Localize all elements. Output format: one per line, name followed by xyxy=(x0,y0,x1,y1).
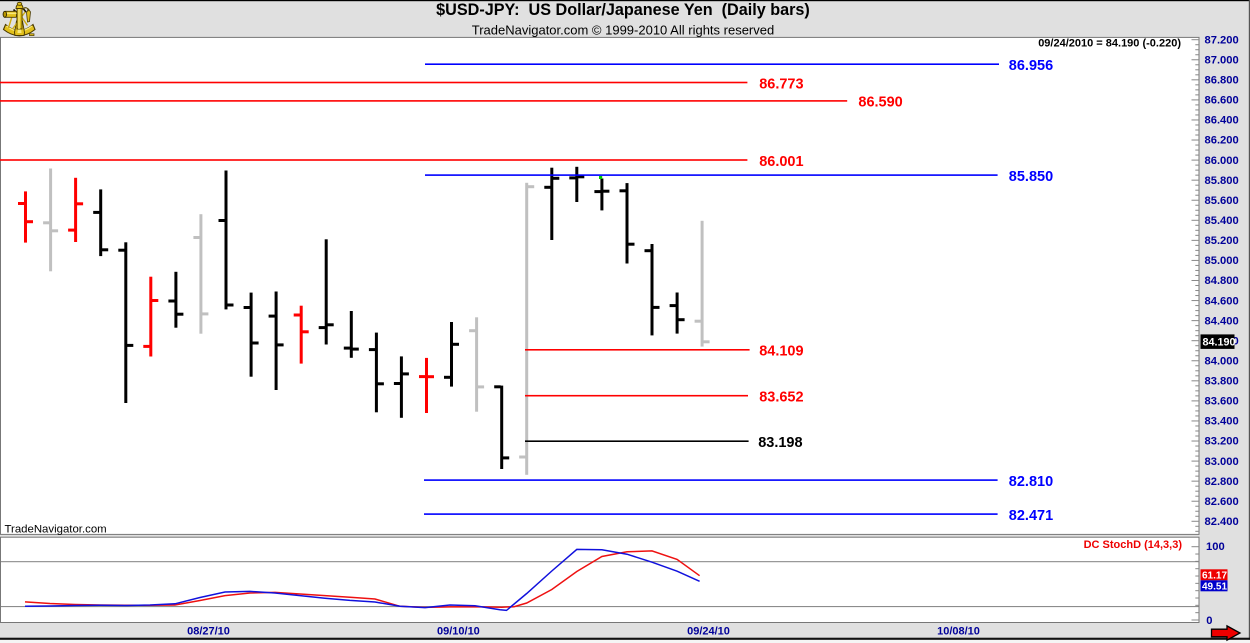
svg-text:$USD-JPY: US Dollar/Japanese: $USD-JPY: US Dollar/Japanese Yen (Daily … xyxy=(436,1,810,19)
svg-text:86.956: 86.956 xyxy=(1009,58,1053,74)
svg-text:85.800: 85.800 xyxy=(1205,175,1239,187)
svg-text:61.17: 61.17 xyxy=(1202,570,1227,581)
svg-text:0: 0 xyxy=(1206,615,1212,627)
svg-text:85.200: 85.200 xyxy=(1205,235,1239,247)
svg-text:84.190: 84.190 xyxy=(1203,336,1236,348)
svg-text:84.800: 84.800 xyxy=(1205,275,1239,287)
svg-text:83.400: 83.400 xyxy=(1205,416,1239,428)
svg-text:84.000: 84.000 xyxy=(1205,355,1239,367)
svg-text:DC StochD (14,3,3): DC StochD (14,3,3) xyxy=(1084,539,1183,551)
svg-text:86.200: 86.200 xyxy=(1205,135,1239,147)
svg-text:08/27/10: 08/27/10 xyxy=(187,625,230,637)
svg-text:85.400: 85.400 xyxy=(1205,215,1239,227)
svg-text:84.600: 84.600 xyxy=(1205,295,1239,307)
svg-text:87.200: 87.200 xyxy=(1205,34,1239,46)
svg-text:86.800: 86.800 xyxy=(1205,75,1239,87)
svg-text:86.000: 86.000 xyxy=(1205,155,1239,167)
svg-text:83.800: 83.800 xyxy=(1205,376,1239,388)
svg-text:86.400: 86.400 xyxy=(1205,115,1239,127)
svg-text:83.652: 83.652 xyxy=(759,390,803,406)
svg-text:85.000: 85.000 xyxy=(1205,255,1239,267)
svg-text:82.800: 82.800 xyxy=(1205,476,1239,488)
svg-text:83.200: 83.200 xyxy=(1205,436,1239,448)
svg-text:86.600: 86.600 xyxy=(1205,95,1239,107)
svg-text:82.810: 82.810 xyxy=(1009,474,1053,490)
svg-text:84.400: 84.400 xyxy=(1205,315,1239,327)
svg-text:87.000: 87.000 xyxy=(1205,54,1239,66)
svg-text:82.600: 82.600 xyxy=(1205,496,1239,508)
svg-text:85.600: 85.600 xyxy=(1205,195,1239,207)
svg-text:09/24/2010 = 84.190 (-0.220): 09/24/2010 = 84.190 (-0.220) xyxy=(1038,38,1181,50)
svg-text:09/10/10: 09/10/10 xyxy=(437,625,480,637)
svg-text:82.471: 82.471 xyxy=(1009,508,1053,524)
svg-text:86.773: 86.773 xyxy=(759,76,803,92)
svg-text:86.001: 86.001 xyxy=(759,154,803,170)
svg-text:83.000: 83.000 xyxy=(1205,456,1239,468)
svg-text:TradeNavigator.com © 1999-2010: TradeNavigator.com © 1999-2010 All right… xyxy=(472,23,774,38)
svg-text:82.400: 82.400 xyxy=(1205,516,1239,528)
svg-text:83.198: 83.198 xyxy=(758,435,802,451)
svg-text:49.51: 49.51 xyxy=(1202,581,1227,592)
svg-text:84.109: 84.109 xyxy=(759,344,803,360)
svg-text:10/08/10: 10/08/10 xyxy=(937,625,980,637)
svg-text:TradeNavigator.com: TradeNavigator.com xyxy=(5,523,107,535)
svg-text:100: 100 xyxy=(1206,541,1225,553)
svg-text:86.590: 86.590 xyxy=(858,95,902,111)
svg-text:09/24/10: 09/24/10 xyxy=(687,625,730,637)
svg-text:83.600: 83.600 xyxy=(1205,396,1239,408)
svg-text:85.850: 85.850 xyxy=(1009,169,1053,185)
